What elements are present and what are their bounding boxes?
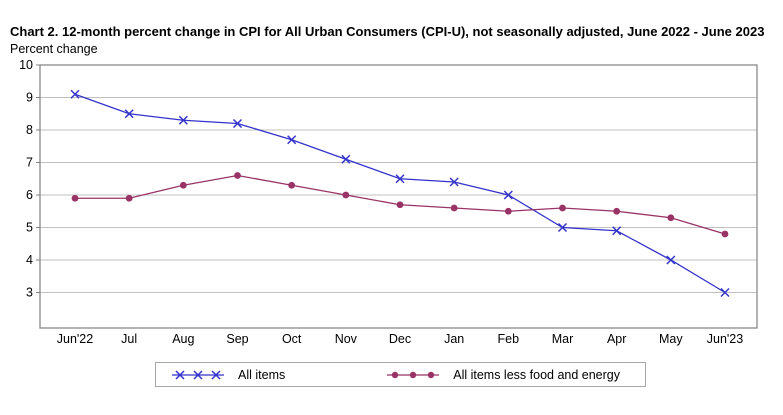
- legend: All items All items less food and energy: [155, 362, 646, 387]
- svg-text:9: 9: [26, 91, 33, 105]
- svg-text:8: 8: [26, 123, 33, 137]
- svg-text:7: 7: [26, 156, 33, 170]
- svg-text:Aug: Aug: [172, 332, 194, 346]
- svg-text:Jun'23: Jun'23: [707, 332, 743, 346]
- all-items-line-marker-icon: [172, 369, 224, 380]
- chart-title: Chart 2. 12-month percent change in CPI …: [10, 24, 765, 39]
- svg-text:Feb: Feb: [498, 332, 520, 346]
- svg-text:Mar: Mar: [552, 332, 574, 346]
- svg-text:Jan: Jan: [444, 332, 464, 346]
- svg-text:6: 6: [26, 188, 33, 202]
- line-chart: 3 4 5 6 7 8 9 10 Jun'22 Jul Aug Sep Oct Nov Dec Jan Feb M…: [19, 58, 758, 346]
- svg-text:Apr: Apr: [607, 332, 626, 346]
- y-axis-title: Percent change: [10, 42, 98, 56]
- svg-text:Sep: Sep: [226, 332, 248, 346]
- svg-text:Jun'22: Jun'22: [57, 332, 93, 346]
- svg-text:Jul: Jul: [121, 332, 137, 346]
- svg-text:10: 10: [19, 58, 33, 72]
- svg-text:Oct: Oct: [282, 332, 302, 346]
- svg-text:May: May: [659, 332, 683, 346]
- legend-label-core: All items less food and energy: [453, 367, 620, 382]
- svg-text:Dec: Dec: [389, 332, 411, 346]
- svg-text:4: 4: [26, 253, 33, 267]
- svg-text:5: 5: [26, 221, 33, 235]
- legend-item-core: All items less food and energy: [385, 368, 620, 382]
- core-line-marker-icon: [387, 371, 440, 378]
- legend-label-all-items: All items: [238, 367, 286, 382]
- svg-text:3: 3: [26, 286, 33, 300]
- svg-text:Nov: Nov: [335, 332, 358, 346]
- legend-item-all-items: All items: [170, 368, 285, 382]
